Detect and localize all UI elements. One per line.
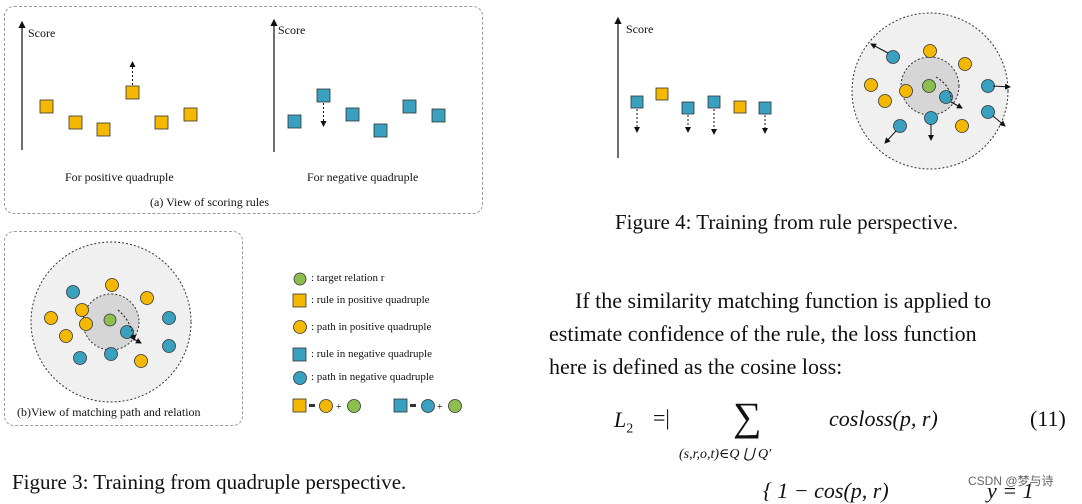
equation-equals: =| [653, 405, 670, 430]
blue-square-rule [431, 108, 446, 123]
figure3-caption: Figure 3: Training from quadruple perspe… [12, 470, 407, 494]
positive-quadruple-caption: For positive quadruple [65, 170, 174, 184]
positive-rule-squares [39, 61, 198, 137]
panel-a-caption: (a) View of scoring rules [150, 195, 270, 209]
fig4-rule-squares [630, 87, 772, 135]
blue-square-rule [373, 123, 388, 138]
paragraph-line-1: If the similarity matching function is a… [575, 288, 992, 313]
left-axis-label: Score [28, 26, 56, 40]
negative-quadruple-caption: For negative quadruple [307, 170, 419, 184]
paragraph-line-2: estimate confidence of the rule, the los… [549, 321, 977, 346]
figure3-panel-b [4, 231, 243, 426]
fig4-axis-label: Score [626, 22, 654, 36]
legend-item-positive-rule: : rule in positive quadruple [311, 294, 430, 306]
blue-square-rule [345, 107, 360, 122]
yellow-square-rule [154, 115, 169, 130]
blue-square-rule [287, 114, 302, 129]
equation-number: (11) [1030, 406, 1066, 431]
yellow-square-rule [125, 85, 140, 100]
equation-lhs-symbol: L [614, 407, 627, 432]
yellow-square-rule [96, 122, 111, 137]
paragraph-line-3: here is defined as the cosine loss: [549, 354, 843, 379]
figure4-caption: Figure 4: Training from rule perspective… [615, 210, 958, 234]
yellow-square-rule [39, 99, 54, 114]
legend-markers: + + [292, 272, 462, 413]
equation-next-line-left: { 1 − cos(p, r) [763, 478, 889, 503]
legend-item-positive-path: : path in positive quadruple [311, 321, 432, 333]
equation-sum-symbol: ∑ [733, 394, 762, 439]
blue-square-rule [402, 99, 417, 114]
legend-item-negative-rule: : rule in negative quadruple [311, 348, 432, 360]
yellow-square-rule [68, 115, 83, 130]
equation-term: cosloss(p, r) [829, 406, 938, 431]
svg-text:+: + [437, 402, 443, 413]
panel-b-matching-diagram [30, 241, 192, 403]
negative-rule-squares [287, 88, 446, 138]
equation-sum-subscript: (s,r,o,t)∈Q ⋃ Q′ [679, 447, 772, 462]
legend-item-target-relation: : target relation r [311, 272, 385, 284]
blue-square-rule [316, 88, 331, 103]
equation-lhs-subscript: 2 [626, 421, 634, 437]
figure3-panel-a [4, 6, 483, 214]
panel-b-caption: (b)View of matching path and relation [17, 405, 201, 419]
right-axis-label: Score [278, 23, 306, 37]
equation-lhs: L2 [614, 407, 633, 437]
legend-item-negative-path: : path in negative quadruple [311, 371, 434, 383]
yellow-square-rule [183, 107, 198, 122]
csdn-watermark: CSDN @梦与诗 [968, 474, 1054, 488]
svg-text:+: + [336, 402, 342, 413]
fig4-rule-diagram [851, 12, 1011, 170]
green-target-circle [103, 313, 117, 327]
